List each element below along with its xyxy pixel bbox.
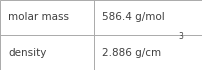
Text: 586.4 g/mol: 586.4 g/mol	[102, 13, 165, 22]
Text: density: density	[8, 48, 46, 57]
Text: 3: 3	[178, 32, 183, 41]
Text: molar mass: molar mass	[8, 13, 69, 22]
Text: 2.886 g/cm: 2.886 g/cm	[102, 48, 161, 57]
